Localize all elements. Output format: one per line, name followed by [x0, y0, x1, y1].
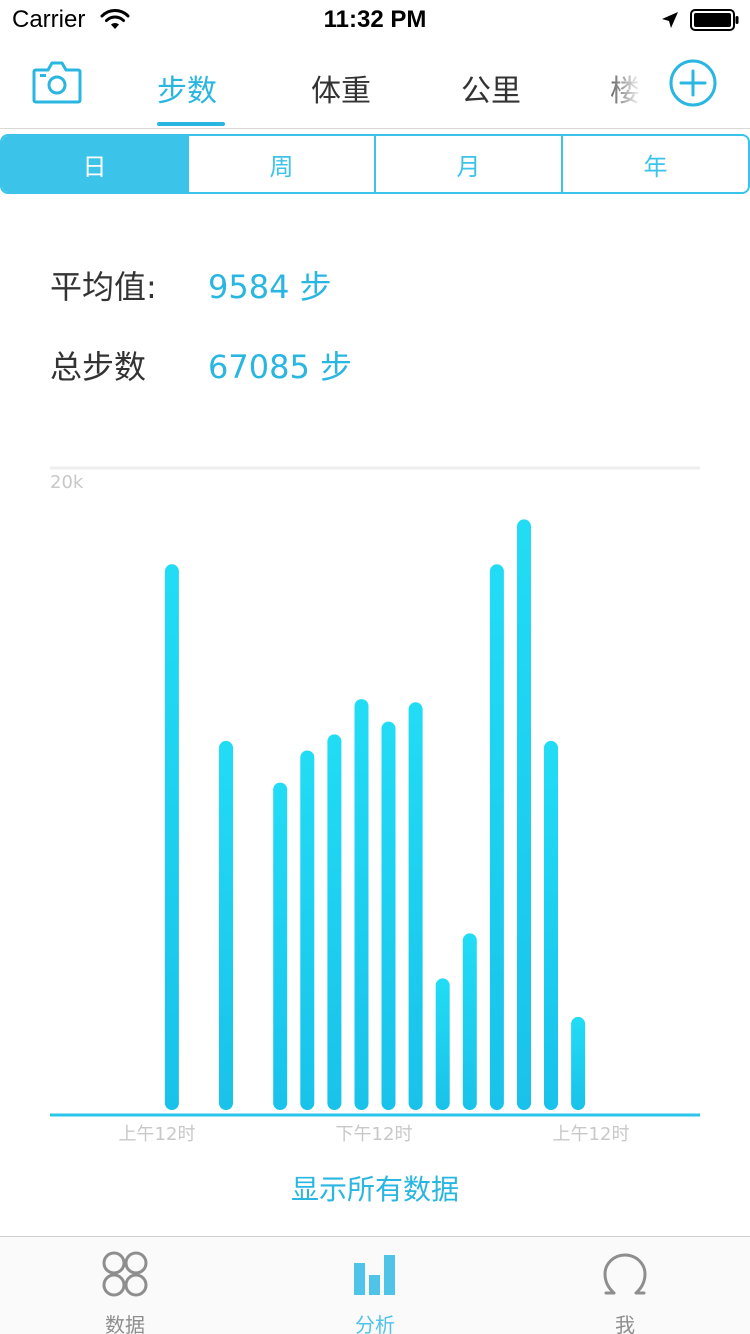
chart-bar — [462, 933, 477, 1110]
carrier-label: Carrier — [12, 6, 86, 33]
chart-bar — [164, 564, 179, 1110]
steps-chart: 20k 上午12时 下午12时 上午12时 — [0, 460, 750, 1150]
chart-bar — [327, 734, 342, 1110]
x-tick-label: 上午12时 — [119, 1124, 196, 1145]
chart-bar — [273, 782, 288, 1110]
location-arrow-icon — [662, 12, 678, 28]
chart-bar — [381, 721, 396, 1110]
tabbar-item-data[interactable]: 数据 — [0, 1237, 250, 1334]
chart-bar — [435, 978, 450, 1110]
tabbar-label-me: 我 — [615, 1313, 635, 1334]
chart-bar — [489, 564, 504, 1110]
tab-steps[interactable]: 步数 — [157, 74, 217, 109]
tabbar-item-analysis[interactable]: 分析 — [250, 1237, 500, 1334]
show-all-data-link[interactable]: 显示所有数据 — [290, 1173, 459, 1206]
steps-bar-chart: 20k 上午12时 下午12时 上午12时 — [50, 466, 700, 1145]
tabbar-item-me[interactable]: 我 — [500, 1237, 750, 1334]
plus-circle-icon[interactable] — [668, 58, 718, 108]
chart-bar — [219, 740, 233, 1110]
x-tick-label: 下午12时 — [336, 1124, 413, 1145]
chart-bar — [300, 750, 315, 1110]
segment-day[interactable]: 日 — [2, 136, 187, 192]
battery-icon — [690, 9, 739, 31]
camera-icon[interactable] — [32, 60, 82, 104]
bars-group — [164, 519, 586, 1110]
average-label: 平均值: — [50, 268, 157, 306]
chart-bar — [354, 699, 369, 1110]
average-value: 9584 步 — [208, 268, 332, 306]
chart-bar — [408, 702, 423, 1110]
tabbar-label-analysis: 分析 — [355, 1313, 395, 1334]
four-circles-icon — [102, 1251, 148, 1297]
tab-weight[interactable]: 体重 — [311, 74, 371, 109]
segment-month[interactable]: 月 — [374, 136, 561, 192]
status-bar: Carrier 11:32 PM — [0, 0, 750, 40]
period-segmented-control: 日 周 月 年 — [0, 134, 750, 194]
chart-bar — [544, 740, 558, 1110]
chart-bar — [571, 1016, 586, 1110]
wifi-icon — [100, 9, 130, 29]
bottom-tab-bar: 数据 分析 我 — [0, 1236, 750, 1334]
tab-scroll-fade — [600, 40, 660, 128]
top-nav: 步数 体重 公里 楼 — [0, 40, 750, 129]
active-tab-indicator — [157, 122, 225, 126]
tab-kilometers[interactable]: 公里 — [461, 74, 521, 109]
segment-week[interactable]: 周 — [187, 136, 374, 192]
total-steps-label: 总步数 — [50, 348, 147, 386]
bar-chart-icon — [354, 1255, 395, 1295]
chart-bar — [517, 519, 531, 1110]
tabbar-label-data: 数据 — [105, 1313, 145, 1334]
y-max-label: 20k — [50, 472, 84, 493]
x-tick-label: 上午12时 — [553, 1124, 630, 1145]
segment-year[interactable]: 年 — [561, 136, 748, 192]
total-steps-value: 67085 步 — [208, 348, 352, 386]
clock-time: 11:32 PM — [323, 6, 427, 33]
omega-icon — [603, 1253, 647, 1295]
